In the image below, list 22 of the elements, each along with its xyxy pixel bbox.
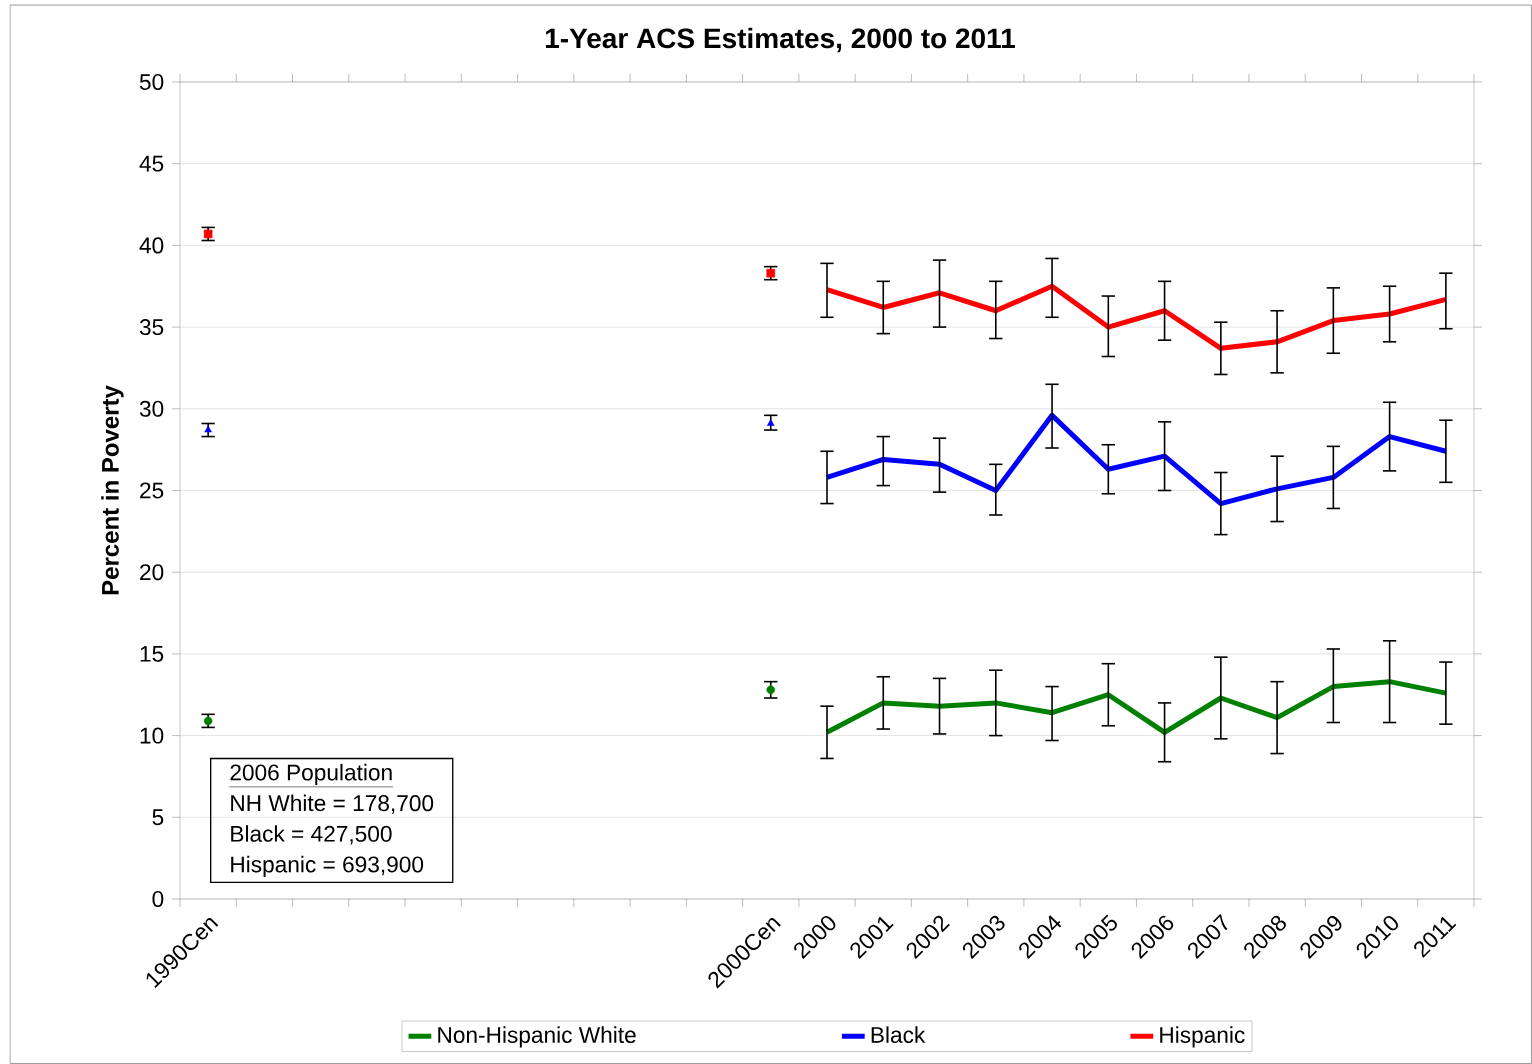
y-tick-label: 50 <box>139 73 164 91</box>
y-axis-title: Percent in Poverty <box>101 385 124 595</box>
chart-title: 1-Year ACS Estimates, 2000 to 2011 <box>545 27 1015 53</box>
point <box>767 419 775 426</box>
y-tick-label: 20 <box>140 564 164 581</box>
y-tick-label: 40 <box>139 237 164 254</box>
y-tick-label: 30 <box>139 400 164 417</box>
annotation: Hispanic = 693,900 <box>231 855 424 877</box>
y-tick-label: 35 <box>139 319 164 336</box>
legend-label: Black <box>871 1026 926 1043</box>
legend-label: Non-Hispanic White <box>438 1026 636 1048</box>
y-tick-label: 5 <box>152 809 164 826</box>
annotation: NH White = 178,700 <box>231 794 434 814</box>
y-tick-label: 0 <box>152 890 164 908</box>
legend-label: Hispanic <box>1160 1026 1245 1048</box>
y-tick-label: 10 <box>140 727 164 744</box>
y-tick-label: 45 <box>139 155 164 172</box>
annotation: Black = 427,500 <box>231 825 392 845</box>
annotation: 2006 Population <box>230 763 392 785</box>
y-tick-label: 25 <box>140 482 164 499</box>
y-tick-label: 15 <box>140 645 164 662</box>
point <box>766 685 776 695</box>
